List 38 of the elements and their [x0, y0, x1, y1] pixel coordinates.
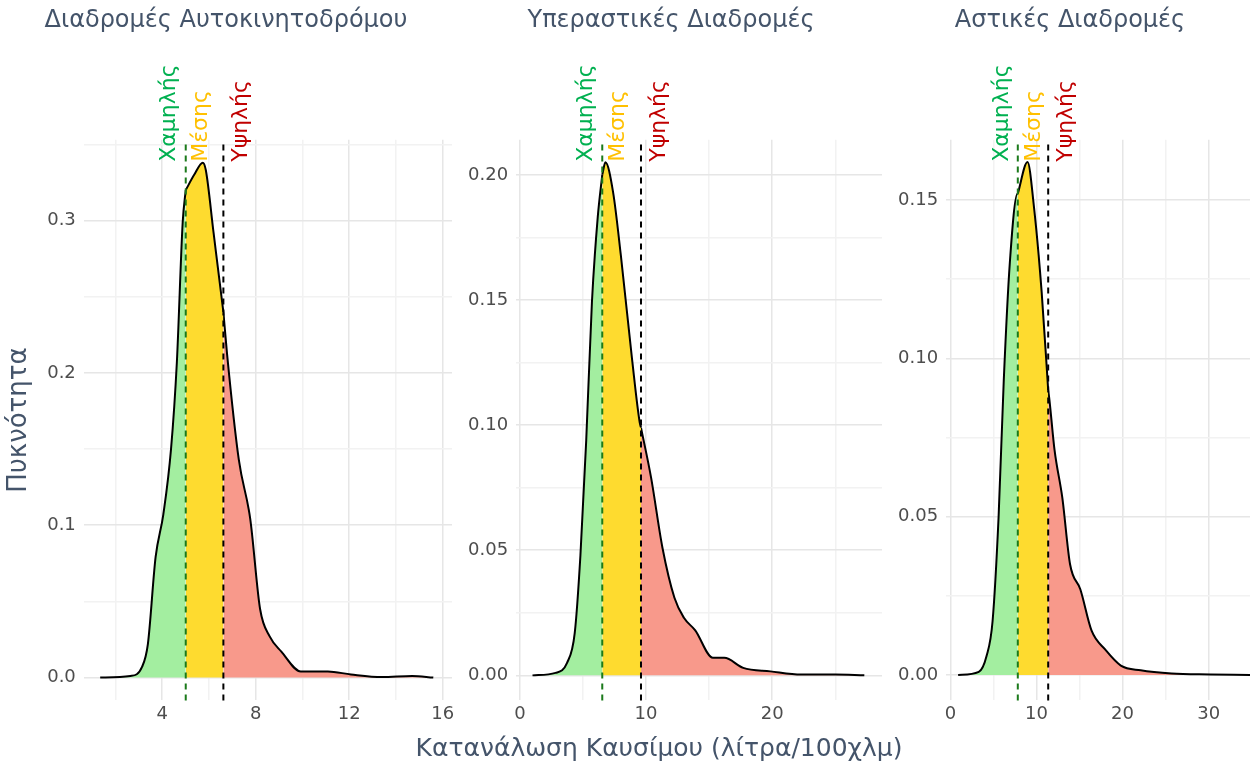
y-axis-title: Πυκνότητα [2, 347, 33, 493]
x-axis-title: Κατανάλωση Καυσίμου (λίτρα/100χλμ) [414, 732, 904, 764]
x-tick-label: 16 [431, 701, 455, 723]
chart-title: Αστικές Διαδρομές [954, 4, 1186, 33]
y-tick-label: 0.1 [47, 512, 76, 534]
annotation: Μέσης [1019, 90, 1045, 162]
x-tick-label: 10 [634, 701, 658, 723]
y-tick-label: 0.15 [468, 287, 509, 309]
x-tick-label: 4 [156, 701, 168, 723]
y-tick-label: 0.15 [898, 187, 939, 209]
annotation: Μέσης [603, 90, 629, 162]
y-tick-label: 0.00 [468, 663, 509, 685]
x-tick-label: 30 [1197, 701, 1221, 723]
x-tick-label: 20 [1111, 701, 1135, 723]
x-tick-label: 12 [337, 701, 361, 723]
ref-line-label: Υψηλής [227, 80, 253, 163]
x-tick-label: 20 [760, 701, 784, 723]
ref-line-label: Υψηλής [1051, 80, 1077, 163]
y-tick-label: 0.2 [47, 360, 76, 382]
y-tick-label: 0.05 [468, 537, 509, 559]
y-tick-label: 0.00 [898, 662, 939, 684]
x-tick-label: 8 [249, 701, 262, 723]
y-tick-label: 0.10 [898, 346, 939, 368]
chart-title: Διαδρομές Αυτοκινητοδρόμου [44, 4, 408, 33]
x-tick-label: 0 [944, 701, 957, 723]
y-tick-label: 0.20 [468, 162, 509, 184]
ref-line-label: Υψηλής [644, 80, 670, 163]
ref-line-label: Χαμηλής [571, 64, 597, 162]
x-tick-label: 0 [514, 701, 526, 723]
ref-line-label: Χαμηλής [155, 64, 181, 162]
annotation: Μέσης [187, 90, 213, 162]
x-tick-label: 10 [1025, 701, 1048, 723]
y-tick-label: 0.3 [47, 208, 76, 230]
ref-line-label: Χαμηλής [987, 64, 1013, 162]
y-tick-label: 0.05 [898, 504, 939, 526]
y-tick-label: 0.10 [468, 412, 509, 434]
y-tick-label: 0.0 [47, 665, 76, 687]
chart-title: Υπεραστικές Διαδρομές [526, 4, 815, 33]
